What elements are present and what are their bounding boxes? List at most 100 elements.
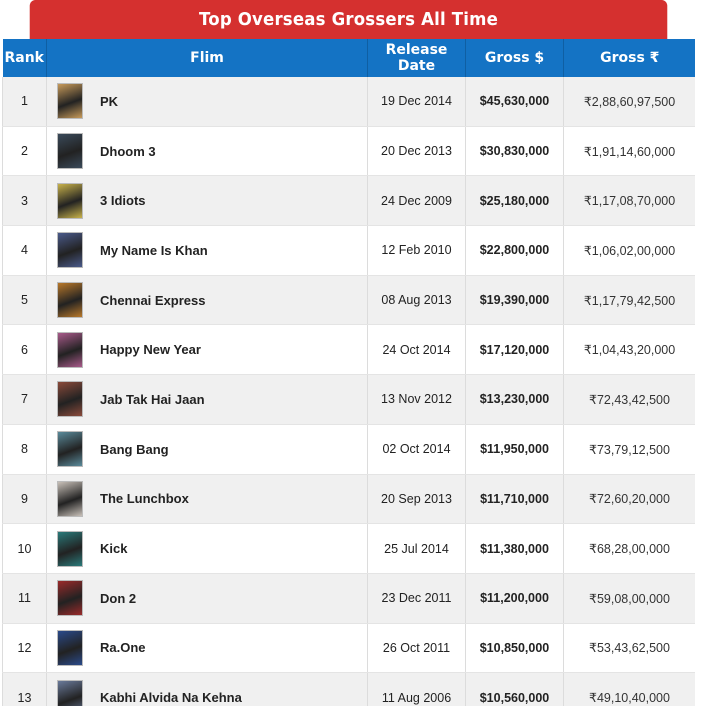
gross-usd-cell: $11,950,000 xyxy=(465,424,564,475)
film-cell: Chennai Express xyxy=(46,275,368,326)
rank-cell: 3 xyxy=(2,175,47,227)
gross-inr-cell: ₹1,17,08,70,000 xyxy=(563,175,695,227)
gross-inr-cell: ₹73,79,12,500 xyxy=(563,424,695,475)
film-poster-image[interactable] xyxy=(57,282,83,319)
film-poster-image[interactable] xyxy=(57,381,83,418)
film-poster-image[interactable] xyxy=(57,331,83,368)
gross-usd-cell: $11,710,000 xyxy=(465,474,564,525)
table-row: 12 Ra.One 26 Oct 2011 $10,850,000 ₹53,43,62,… xyxy=(2,623,695,674)
release-date-cell: 24 Oct 2014 xyxy=(367,324,466,376)
release-date-cell: 25 Jul 2014 xyxy=(367,523,466,574)
rank-cell: 4 xyxy=(2,225,47,276)
film-title-link[interactable]: Jab Tak Hai Jaan xyxy=(100,391,205,407)
rank-cell: 9 xyxy=(2,474,47,525)
film-title-link[interactable]: 3 Idiots xyxy=(100,193,146,209)
film-cell: Dhoom 3 xyxy=(46,126,368,177)
gross-inr-cell: ₹1,17,79,42,500 xyxy=(563,275,695,326)
table-body: 1 PK 19 Dec 2014 $45,630,000 ₹2,88,60,97,500… xyxy=(2,77,695,706)
gross-usd-cell: $10,560,000 xyxy=(465,672,564,706)
header-rank[interactable]: Rank xyxy=(2,39,47,77)
release-date-cell: 24 Dec 2009 xyxy=(367,175,466,227)
film-title-link[interactable]: Ra.One xyxy=(100,640,146,656)
grossers-table: Rank Flim Release Date Gross $ Gross ₹ 1… xyxy=(2,39,695,706)
gross-usd-cell: $11,200,000 xyxy=(465,573,564,624)
table-title: Top Overseas Grossers All Time xyxy=(29,0,668,39)
gross-inr-cell: ₹53,43,62,500 xyxy=(563,623,695,674)
film-cell: 3 Idiots xyxy=(46,175,368,227)
gross-inr-cell: ₹1,91,14,60,000 xyxy=(563,126,695,177)
film-cell: Kick xyxy=(46,523,368,574)
release-date-cell: 02 Oct 2014 xyxy=(367,424,466,475)
gross-inr-cell: ₹68,28,00,000 xyxy=(563,523,695,574)
release-date-cell: 20 Sep 2013 xyxy=(367,474,466,525)
film-poster-image[interactable] xyxy=(57,83,83,120)
film-cell: Ra.One xyxy=(46,623,368,674)
header-release-date[interactable]: Release Date xyxy=(367,39,466,77)
gross-usd-cell: $13,230,000 xyxy=(465,374,564,425)
film-title-link[interactable]: Don 2 xyxy=(100,590,137,606)
gross-inr-cell: ₹72,43,42,500 xyxy=(563,374,695,425)
film-cell: Bang Bang xyxy=(46,424,368,475)
film-title-link[interactable]: The Lunchbox xyxy=(100,491,189,507)
gross-usd-cell: $17,120,000 xyxy=(465,324,564,376)
rank-cell: 5 xyxy=(2,275,47,326)
release-date-cell: 11 Aug 2006 xyxy=(367,672,466,706)
rank-cell: 11 xyxy=(2,573,47,624)
film-poster-image[interactable] xyxy=(57,431,83,468)
film-cell: Happy New Year xyxy=(46,324,368,376)
release-date-cell: 08 Aug 2013 xyxy=(367,275,466,326)
table-row: 5 Chennai Express 08 Aug 2013 $19,390,000 ₹1… xyxy=(2,275,695,326)
film-poster-image[interactable] xyxy=(57,580,83,617)
header-gross-inr[interactable]: Gross ₹ xyxy=(563,39,695,77)
gross-inr-cell: ₹1,06,02,00,000 xyxy=(563,225,695,276)
gross-usd-cell: $10,850,000 xyxy=(465,623,564,674)
film-title-link[interactable]: Kick xyxy=(100,541,128,557)
film-poster-image[interactable] xyxy=(57,679,83,706)
table-row: 3 3 Idiots 24 Dec 2009 $25,180,000 ₹1,17,08,… xyxy=(2,175,695,227)
film-cell: PK xyxy=(46,77,368,127)
gross-usd-cell: $45,630,000 xyxy=(465,77,564,127)
rank-cell: 6 xyxy=(2,324,47,376)
film-title-link[interactable]: Bang Bang xyxy=(100,441,169,457)
gross-inr-cell: ₹72,60,20,000 xyxy=(563,474,695,525)
header-gross-usd[interactable]: Gross $ xyxy=(465,39,564,77)
table-row: 11 Don 2 23 Dec 2011 $11,200,000 ₹59,08,00,0… xyxy=(2,573,695,624)
gross-usd-cell: $25,180,000 xyxy=(465,175,564,227)
film-cell: Kabhi Alvida Na Kehna xyxy=(46,672,368,706)
film-poster-image[interactable] xyxy=(57,133,83,170)
release-date-cell: 23 Dec 2011 xyxy=(367,573,466,624)
film-cell: The Lunchbox xyxy=(46,474,368,525)
release-date-cell: 12 Feb 2010 xyxy=(367,225,466,276)
rank-cell: 2 xyxy=(2,126,47,177)
header-film[interactable]: Flim xyxy=(46,39,368,77)
table-row: 6 Happy New Year 24 Oct 2014 $17,120,000 ₹1,… xyxy=(2,324,695,376)
table-row: 10 Kick 25 Jul 2014 $11,380,000 ₹68,28,00,00… xyxy=(2,523,695,574)
table-row: 8 Bang Bang 02 Oct 2014 $11,950,000 ₹73,79,1… xyxy=(2,424,695,475)
release-date-cell: 19 Dec 2014 xyxy=(367,77,466,127)
film-title-link[interactable]: Kabhi Alvida Na Kehna xyxy=(100,690,242,706)
table-row: 1 PK 19 Dec 2014 $45,630,000 ₹2,88,60,97,500 xyxy=(2,77,695,127)
rank-cell: 8 xyxy=(2,424,47,475)
rank-cell: 1 xyxy=(2,77,47,127)
table-row: 7 Jab Tak Hai Jaan 13 Nov 2012 $13,230,000 ₹… xyxy=(2,374,695,425)
film-poster-image[interactable] xyxy=(57,530,83,567)
film-poster-image[interactable] xyxy=(57,480,83,517)
film-title-link[interactable]: PK xyxy=(100,93,119,109)
rank-cell: 10 xyxy=(2,523,47,574)
rank-cell: 12 xyxy=(2,623,47,674)
film-poster-image[interactable] xyxy=(57,182,83,219)
gross-usd-cell: $22,800,000 xyxy=(465,225,564,276)
release-date-cell: 26 Oct 2011 xyxy=(367,623,466,674)
film-poster-image[interactable] xyxy=(57,629,83,666)
film-poster-image[interactable] xyxy=(57,232,83,269)
table-row: 4 My Name Is Khan 12 Feb 2010 $22,800,000 ₹1… xyxy=(2,225,695,276)
film-title-link[interactable]: My Name Is Khan xyxy=(100,242,208,258)
gross-inr-cell: ₹49,10,40,000 xyxy=(563,672,695,706)
film-title-link[interactable]: Dhoom 3 xyxy=(100,143,156,159)
film-title-link[interactable]: Happy New Year xyxy=(100,342,201,358)
table-row: 9 The Lunchbox 20 Sep 2013 $11,710,000 ₹72,6… xyxy=(2,474,695,525)
gross-inr-cell: ₹2,88,60,97,500 xyxy=(563,77,695,127)
film-title-link[interactable]: Chennai Express xyxy=(100,292,206,308)
film-cell: My Name Is Khan xyxy=(46,225,368,276)
